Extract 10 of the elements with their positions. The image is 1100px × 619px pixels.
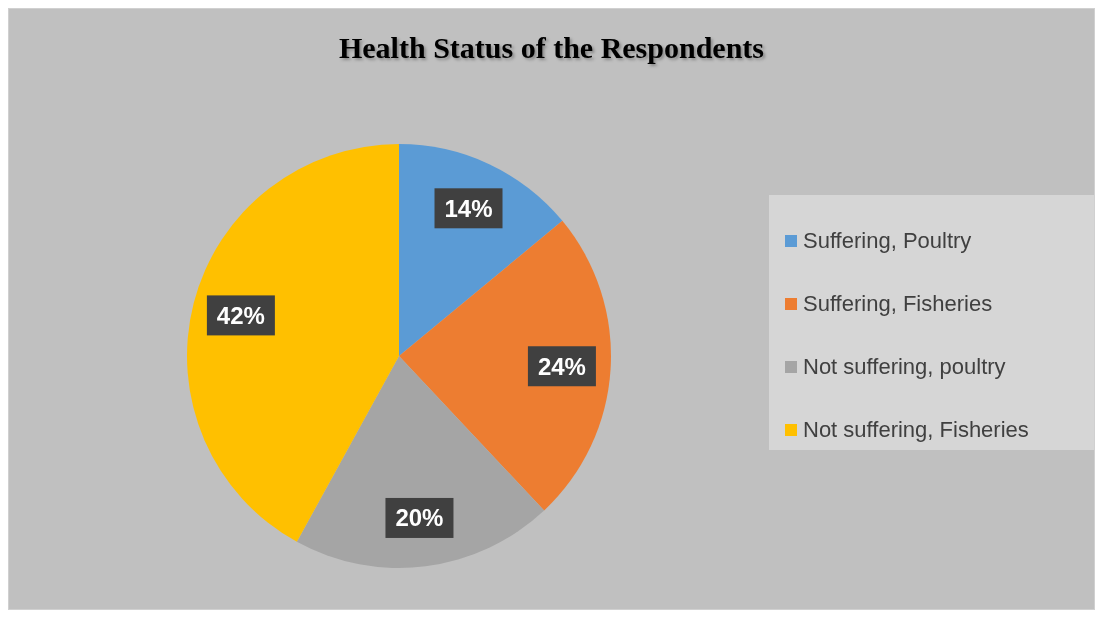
data-label: 42% [216, 301, 265, 329]
chart-title: Health Status of the Respondents [337, 31, 765, 65]
legend-label: Not suffering, Fisheries [803, 416, 1029, 443]
pie-slice [399, 220, 611, 511]
legend-label: Not suffering, poultry [803, 353, 1006, 380]
data-label: 20% [395, 504, 444, 532]
data-label: 14% [444, 194, 493, 222]
legend-label: Suffering, Poultry [803, 227, 972, 254]
data-label: 24% [537, 352, 586, 380]
legend-label: Suffering, Fisheries [803, 290, 993, 317]
